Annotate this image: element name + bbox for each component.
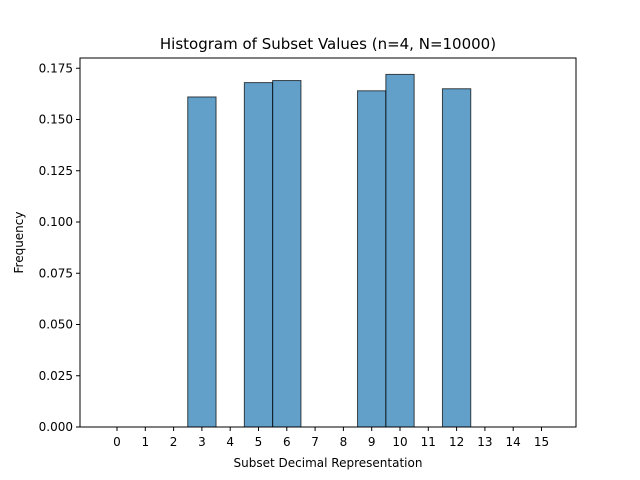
- x-tick-label: 0: [113, 435, 121, 449]
- x-tick-label: 1: [141, 435, 149, 449]
- bar-6: [272, 80, 302, 428]
- x-tick-label: 7: [311, 435, 319, 449]
- bars-layer: [187, 73, 472, 428]
- y-tick-label: 0.100: [39, 215, 73, 229]
- bar-3: [187, 96, 217, 428]
- x-tick-label: 4: [226, 435, 234, 449]
- x-tick-label: 12: [449, 435, 464, 449]
- x-tick-label: 10: [392, 435, 407, 449]
- x-tick-label: 6: [283, 435, 291, 449]
- x-axis-title: Subset Decimal Representation: [234, 456, 423, 470]
- y-tick-label: 0.175: [39, 61, 73, 75]
- plot-area-frame: [79, 57, 577, 428]
- y-axis-title: Frequency: [12, 212, 26, 274]
- y-tick-label: 0.075: [39, 266, 73, 280]
- x-tick-label: 13: [477, 435, 492, 449]
- x-axis-ticks: 0 1 2 3 4 5 6 7 8 9 10 11 12 13 14 15: [113, 427, 549, 449]
- x-tick-label: 8: [340, 435, 348, 449]
- x-tick-label: 2: [170, 435, 178, 449]
- chart-title: Histogram of Subset Values (n=4, N=10000…: [160, 35, 496, 53]
- y-tick-label: 0.125: [39, 164, 73, 178]
- x-tick-label: 14: [506, 435, 521, 449]
- x-tick-label: 15: [534, 435, 549, 449]
- x-tick-label: 11: [421, 435, 436, 449]
- bar-9: [357, 90, 387, 428]
- bar-5: [243, 82, 274, 428]
- x-tick-label: 9: [368, 435, 376, 449]
- y-tick-label: 0.050: [39, 318, 73, 332]
- x-tick-label: 3: [198, 435, 206, 449]
- bar-12: [441, 88, 472, 428]
- y-axis-ticks: 0.000 0.025 0.050 0.075 0.100 0.125 0.150 0.175: [39, 61, 80, 434]
- bar-10: [385, 73, 415, 428]
- y-tick-label: 0.000: [39, 420, 73, 434]
- x-tick-label: 5: [255, 435, 263, 449]
- y-tick-label: 0.150: [39, 113, 73, 127]
- y-tick-label: 0.025: [39, 369, 73, 383]
